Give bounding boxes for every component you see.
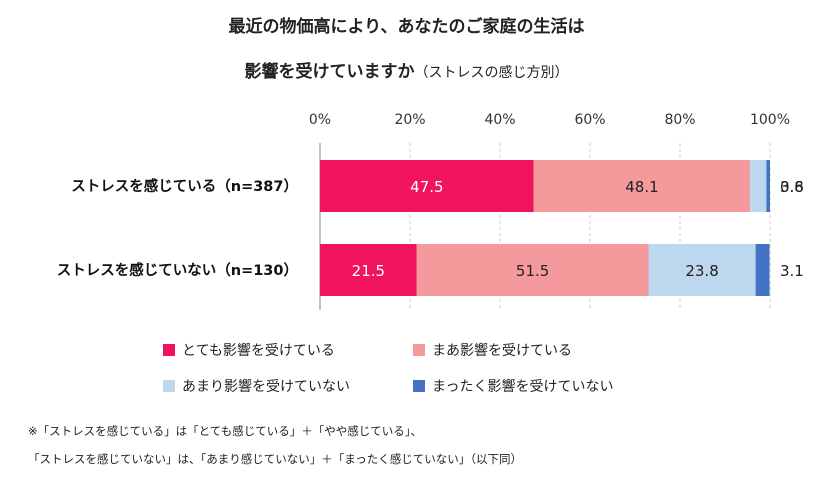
data-label: 51.5 [516, 262, 549, 280]
bar-segment [320, 244, 417, 296]
category-label: ストレスを感じていない（n=130） [57, 261, 298, 279]
bar-segment [648, 244, 756, 296]
legend-swatch [163, 380, 175, 392]
legend-item-very: とても影響を受けている [163, 340, 335, 360]
data-label: 3.6 [780, 178, 804, 196]
data-label: 23.8 [685, 262, 718, 280]
bar-segment [750, 160, 767, 212]
x-tick-label: 80% [664, 112, 695, 128]
data-label: 21.5 [352, 262, 385, 280]
x-tick-label: 60% [574, 112, 605, 128]
bar-segment [320, 160, 534, 212]
x-tick-label: 100% [750, 112, 790, 128]
footnote-line2: 「ストレスを感じていない」は、「あまり感じていない」＋「まったく感じていない」（… [28, 452, 523, 466]
chart-title-line2: 影響を受けていますか（ストレスの感じ方別） [244, 62, 569, 82]
x-tick-label: 40% [484, 112, 515, 128]
data-label: 48.1 [625, 178, 658, 196]
bar-segment [533, 160, 751, 212]
data-label: 3.1 [780, 262, 804, 280]
chart-title-line1: 最近の物価高により、あなたのご家庭の生活は [228, 17, 585, 37]
category-label: ストレスを感じている（n=387） [71, 177, 298, 195]
legend-item-somewhat: まあ影響を受けている [413, 340, 572, 360]
data-label: 0.8 [780, 178, 804, 196]
bar-segment [766, 160, 770, 212]
footnote-line1: ※「ストレスを感じている」は「とても感じている」＋「やや感じている」、 [28, 424, 422, 438]
legend-swatch [163, 344, 175, 356]
legend-swatch [413, 380, 425, 392]
bar-segment [755, 244, 770, 296]
legend-swatch [413, 344, 425, 356]
x-tick-label: 0% [309, 112, 331, 128]
data-label: 47.5 [410, 178, 443, 196]
legend-item-none: まったく影響を受けていない [413, 376, 613, 396]
bar-segment [416, 244, 649, 296]
x-tick-label: 20% [394, 112, 425, 128]
chart-subtitle: （ストレスの感じ方別） [414, 65, 569, 81]
legend-item-little: あまり影響を受けていない [163, 376, 350, 396]
